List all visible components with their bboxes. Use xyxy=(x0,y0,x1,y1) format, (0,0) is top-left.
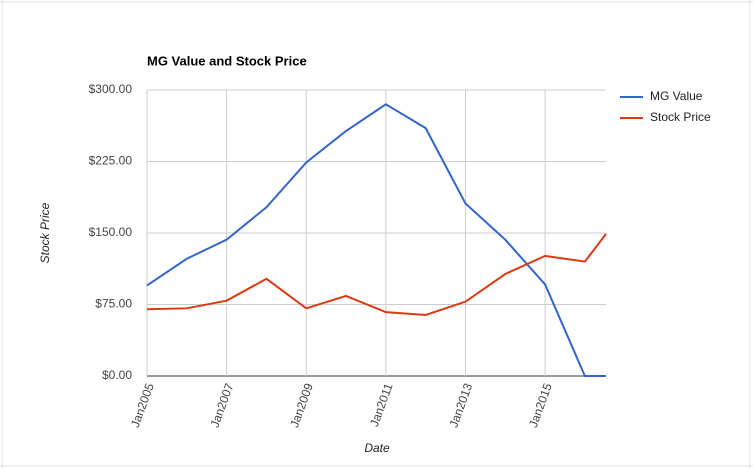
series-line xyxy=(146,103,606,377)
x-tick-label: Jan2013 xyxy=(446,381,475,429)
x-tick-label: Jan2007 xyxy=(208,381,237,429)
y-tick-label: $225.00 xyxy=(89,154,133,168)
y-tick-label: $75.00 xyxy=(95,297,132,311)
legend-label: MG Value xyxy=(650,89,703,103)
x-tick-label: Jan2011 xyxy=(367,381,396,429)
chart-title: MG Value and Stock Price xyxy=(147,53,307,68)
legend-label: Stock Price xyxy=(650,110,711,124)
y-tick-label: $0.00 xyxy=(102,368,132,382)
x-axis-label: Date xyxy=(364,441,390,455)
x-tick-label: Jan2015 xyxy=(526,381,555,429)
x-tick-label: Jan2009 xyxy=(287,381,316,429)
x-tick-label: Jan2005 xyxy=(128,381,157,429)
series-line xyxy=(146,233,607,316)
y-axis-label: Stock Price xyxy=(38,202,52,263)
y-tick-label: $150.00 xyxy=(89,225,133,239)
y-tick-label: $300.00 xyxy=(89,82,133,96)
